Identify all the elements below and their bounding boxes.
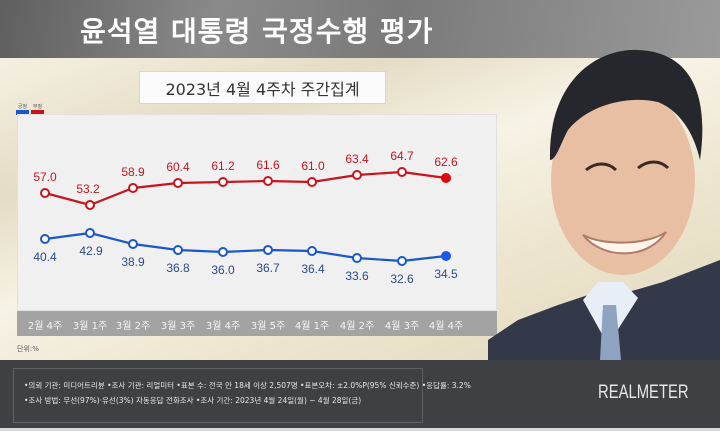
bottom-strip [0,428,720,431]
survey-info-line-1: •의뢰 기관: 미디어트리뷴 •조사 기관: 리얼미터 •표본 수: 전국 만 … [24,381,471,390]
chart-legend: 긍정 부정 [16,104,44,115]
legend-swatch-negative [31,110,44,115]
x-tick: 4월 2주 [339,321,375,332]
data-label: 60.4 [166,160,190,174]
x-tick: 3월 1주 [72,321,108,332]
x-tick: 4월 3주 [384,321,420,332]
svg-text:33.6: 33.6 [345,269,369,283]
data-label: 62.6 [434,155,458,169]
svg-text:36.4: 36.4 [301,262,325,276]
president-portrait [488,20,720,360]
x-tick: 3월 2주 [115,321,151,332]
data-label: 57.0 [33,170,57,184]
chart-subtitle: 2023년 4월 4주차 주간집계 [139,71,386,104]
series-positive: 40.4 42.9 38.9 36.8 36.0 36.7 36.4 33.6 … [33,228,458,286]
x-tick: 3월 4주 [205,321,241,332]
latest-point-positive [441,251,451,261]
legend-item-negative: 부정 [31,104,44,115]
legend-item-positive: 긍정 [16,104,29,115]
x-tick: 2월 4주 [27,321,63,332]
plot-area [17,114,497,311]
svg-text:42.9: 42.9 [79,244,103,258]
svg-text:36.8: 36.8 [166,261,190,275]
x-tick: 4월 1주 [294,321,330,332]
unit-label: 단위:% [17,345,39,353]
svg-text:34.5: 34.5 [434,267,458,281]
survey-info-box: •의뢰 기관: 미디어트리뷴 •조사 기관: 리얼미터 •표본 수: 전국 만 … [13,368,471,423]
legend-swatch-positive [16,110,29,115]
portrait-illustration [488,49,720,360]
page-title: 윤석열 대통령 국정수행 평가 [80,15,434,48]
svg-text:36.7: 36.7 [256,261,280,275]
data-label: 58.9 [121,165,145,179]
footer: •의뢰 기관: 미디어트리뷴 •조사 기관: 리얼미터 •표본 수: 전국 만 … [0,360,720,431]
header-banner: 윤석열 대통령 국정수행 평가 [0,0,720,58]
realmeter-logo: REALMETER [598,382,689,403]
x-axis: 2월 4주 3월 1주 3월 2주 3월 3주 3월 4주 3월 5주 4월 1… [17,311,497,336]
data-label: 63.4 [345,152,369,166]
svg-text:38.9: 38.9 [121,255,145,269]
svg-text:32.6: 32.6 [390,272,414,286]
survey-info-line-2: •조사 방법: 무선(97%)·유선(3%) 자동응답 전화조사 •조사 기간:… [24,396,362,405]
legend-label-positive: 긍정 [17,104,28,110]
data-label: 64.7 [390,149,414,163]
svg-text:36.0: 36.0 [211,263,235,277]
data-label: 61.2 [211,159,235,173]
series-negative: 57.0 53.2 58.9 60.4 61.2 61.6 61.0 63.4 … [33,149,458,210]
legend-label-negative: 부정 [32,104,43,110]
data-label: 61.6 [256,158,280,172]
x-tick: 3월 5주 [250,321,286,332]
svg-text:40.4: 40.4 [33,250,57,264]
x-tick: 3월 3주 [160,321,196,332]
latest-point-negative [441,173,451,183]
x-tick: 4월 4주 [428,321,464,332]
data-label: 53.2 [76,182,100,196]
data-label: 61.0 [301,159,325,173]
